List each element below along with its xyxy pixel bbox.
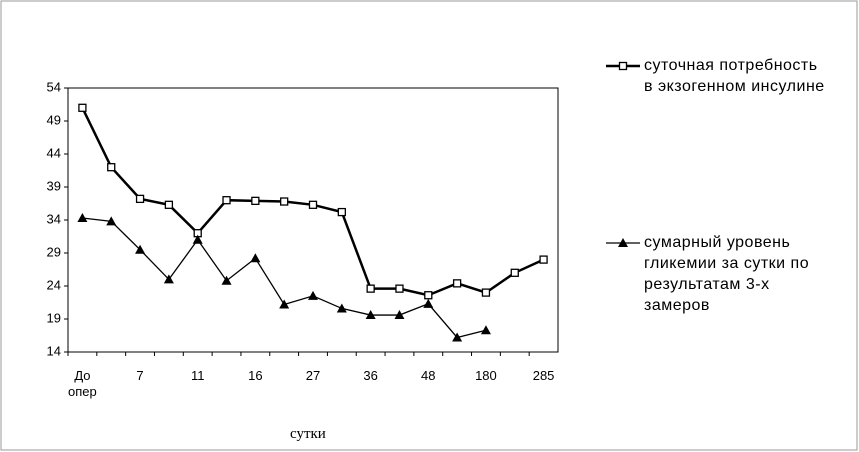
x-tick-label: 11: [190, 368, 205, 383]
legend-label: сумарный уровень гликемии за сутки по ре…: [644, 234, 810, 314]
x-tick-label: 285: [532, 368, 555, 383]
y-tick-label: 29: [47, 244, 61, 259]
marker: [78, 103, 87, 112]
marker: [481, 288, 491, 297]
marker: [618, 61, 628, 71]
marker: [510, 268, 519, 277]
marker: [106, 216, 117, 226]
plot-area: [67, 87, 559, 353]
marker: [452, 279, 462, 288]
marker: [135, 244, 146, 254]
marker: [337, 207, 346, 217]
y-tick-label: 44: [47, 145, 61, 160]
marker: [107, 163, 116, 172]
marker: [279, 299, 290, 309]
y-tick-label: 34: [47, 211, 61, 226]
legend-label: суточная потребность в экзогенном инсули…: [644, 57, 825, 95]
marker: [135, 194, 145, 204]
x-axis-label: сутки: [290, 426, 326, 442]
y-tick-label: 19: [47, 310, 61, 325]
y-tick-label: 24: [47, 277, 61, 292]
marker: [365, 310, 376, 320]
y-tick-label: 14: [47, 343, 61, 358]
y-tick-label: 54: [47, 79, 61, 94]
marker: [192, 234, 203, 244]
marker: [395, 284, 404, 293]
y-tick-label: 49: [47, 112, 61, 127]
marker: [539, 255, 548, 264]
marker: [221, 275, 232, 285]
marker: [394, 310, 405, 320]
x-tick-label: 48: [421, 368, 436, 383]
marker: [250, 253, 261, 263]
marker: [163, 274, 174, 284]
marker: [308, 290, 318, 300]
marker: [308, 200, 318, 209]
marker: [366, 284, 375, 293]
x-tick-label: 7: [136, 368, 144, 383]
x-tick-label: 36: [363, 368, 378, 383]
marker: [452, 332, 463, 342]
marker: [423, 298, 434, 308]
x-tick-label: 180: [475, 368, 497, 383]
marker: [222, 196, 231, 205]
marker: [424, 291, 433, 300]
marker: [480, 325, 491, 335]
marker: [77, 213, 88, 223]
marker: [618, 238, 628, 247]
x-tick-label: До опер: [68, 368, 97, 399]
marker: [336, 303, 347, 313]
marker: [280, 197, 289, 206]
x-tick-label: 16: [248, 368, 263, 383]
series-line: [82, 217, 487, 339]
x-tick-label: 27: [305, 368, 321, 383]
marker: [164, 200, 174, 209]
y-tick-label: 39: [47, 178, 61, 193]
marker: [251, 196, 260, 206]
